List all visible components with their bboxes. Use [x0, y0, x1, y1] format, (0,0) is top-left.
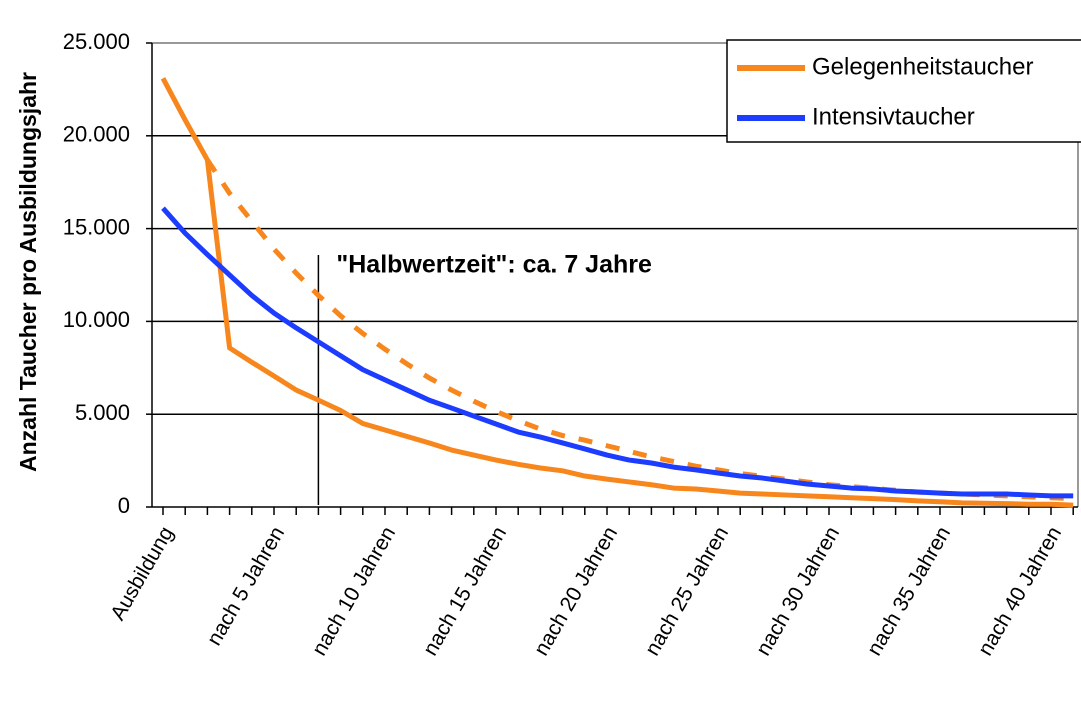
- y-axis-label: Anzahl Taucher pro Ausbildungsjahr: [15, 72, 41, 472]
- x-tick-label: nach 40 Jahren: [974, 523, 1066, 660]
- x-tick-label: nach 35 Jahren: [863, 523, 955, 660]
- y-tick-label: 10.000: [63, 307, 130, 332]
- projection-line: [205, 158, 1074, 502]
- series-line: [160, 77, 1074, 508]
- y-tick-label: 15.000: [63, 214, 130, 239]
- x-tick-label: Ausbildung: [106, 523, 178, 624]
- legend-label: Gelegenheitstaucher: [812, 53, 1033, 80]
- y-tick-label: 0: [118, 493, 130, 518]
- legend-box: [726, 39, 1081, 143]
- annotation: "Halbwertzeit": ca. 7 Jahre: [336, 251, 652, 279]
- x-tick-label: nach 20 Jahren: [530, 523, 622, 660]
- x-tick-label: nach 25 Jahren: [641, 523, 733, 660]
- x-tick-label: nach 5 Jahren: [203, 523, 289, 650]
- series-line: [161, 206, 1074, 499]
- x-tick-label: nach 15 Jahren: [419, 523, 511, 660]
- x-tick-label: nach 30 Jahren: [752, 523, 844, 660]
- x-tick-label: nach 10 Jahren: [308, 523, 400, 660]
- legend-label: Intensivtaucher: [812, 103, 975, 130]
- y-tick-label: 20.000: [63, 122, 130, 147]
- y-tick-label: 5.000: [75, 400, 130, 425]
- y-tick-label: 25.000: [63, 29, 130, 54]
